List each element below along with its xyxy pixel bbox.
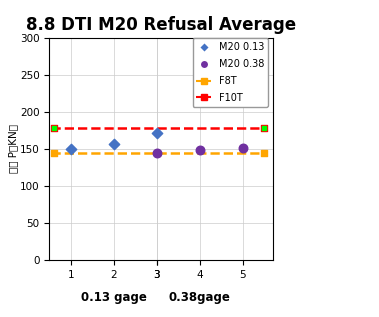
Point (111, 141, 117, 146)
Point (50, 126, 56, 131)
Point (197, 148, 203, 153)
Text: 0.13 gage: 0.13 gage (81, 291, 147, 304)
Point (261, 126, 267, 131)
Legend: M20 0.13, M20 0.38, F8T, F10T: M20 0.13, M20 0.38, F8T, F10T (193, 38, 268, 107)
Point (50, 150, 56, 155)
Text: 0.38gage: 0.38gage (169, 291, 231, 304)
Point (261, 150, 267, 155)
Point (154, 151, 160, 156)
Y-axis label: 충력 P（KN）: 충력 P（KN） (8, 125, 19, 173)
Point (240, 145, 246, 150)
Point (50, 126, 56, 131)
Point (154, 130, 160, 135)
Point (261, 126, 267, 131)
Title: 8.8 DTI M20 Refusal Average: 8.8 DTI M20 Refusal Average (26, 16, 296, 34)
Point (68, 146, 74, 152)
